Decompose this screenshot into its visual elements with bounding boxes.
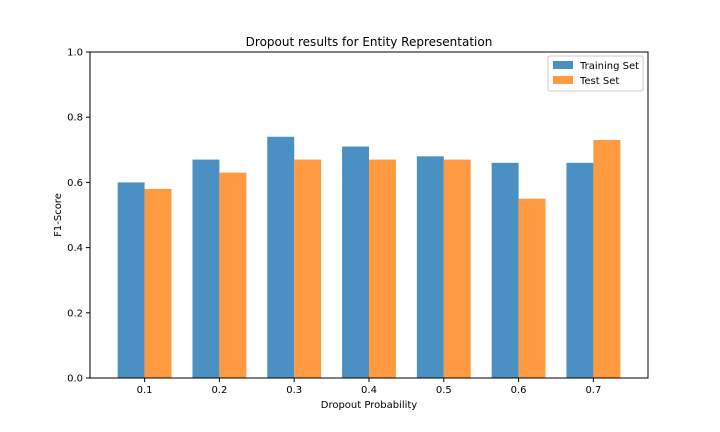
legend-swatch-training — [553, 61, 573, 69]
legend-label-test: Test Set — [579, 76, 619, 87]
y-tick-label: 0.6 — [67, 178, 83, 189]
y-axis-label: F1-Score — [53, 193, 64, 237]
bar-test-3 — [369, 159, 396, 378]
chart-title: Dropout results for Entity Representatio… — [246, 35, 493, 49]
x-tick-label: 0.2 — [211, 385, 227, 396]
bar-training-5 — [491, 162, 519, 378]
bar-test-6 — [593, 140, 621, 378]
x-tick-label: 0.4 — [361, 385, 377, 396]
x-axis: 0.1 0.2 0.3 0.4 0.5 0.6 0.7 — [137, 378, 601, 396]
bar-training-6 — [566, 162, 594, 378]
bar-test-1 — [219, 172, 247, 378]
x-tick-label: 0.1 — [137, 385, 153, 396]
bar-test-4 — [443, 159, 471, 378]
bar-training-3 — [342, 146, 369, 378]
y-tick-label: 1.0 — [67, 48, 83, 59]
bars-group — [117, 136, 621, 378]
legend-label-training: Training Set — [579, 61, 639, 72]
bar-test-0 — [144, 188, 172, 378]
bar-training-2 — [267, 136, 295, 378]
x-tick-label: 0.3 — [286, 385, 302, 396]
y-tick-label: 0.8 — [67, 113, 83, 124]
legend-swatch-test — [553, 76, 573, 84]
y-tick-label: 0.2 — [67, 308, 83, 319]
y-axis: 0.0 0.2 0.4 0.6 0.8 1.0 — [67, 48, 90, 385]
bar-training-0 — [117, 182, 145, 378]
x-tick-label: 0.6 — [511, 385, 527, 396]
y-tick-label: 0.0 — [67, 374, 83, 385]
y-tick-label: 0.4 — [67, 243, 83, 254]
legend: Training Set Test Set — [547, 55, 644, 92]
x-axis-label: Dropout Probability — [321, 400, 418, 411]
bar-test-2 — [294, 159, 322, 378]
bar-test-5 — [518, 198, 546, 378]
bar-training-1 — [192, 159, 220, 378]
bar-training-4 — [416, 156, 444, 378]
x-tick-label: 0.5 — [436, 385, 452, 396]
x-tick-label: 0.7 — [585, 385, 601, 396]
